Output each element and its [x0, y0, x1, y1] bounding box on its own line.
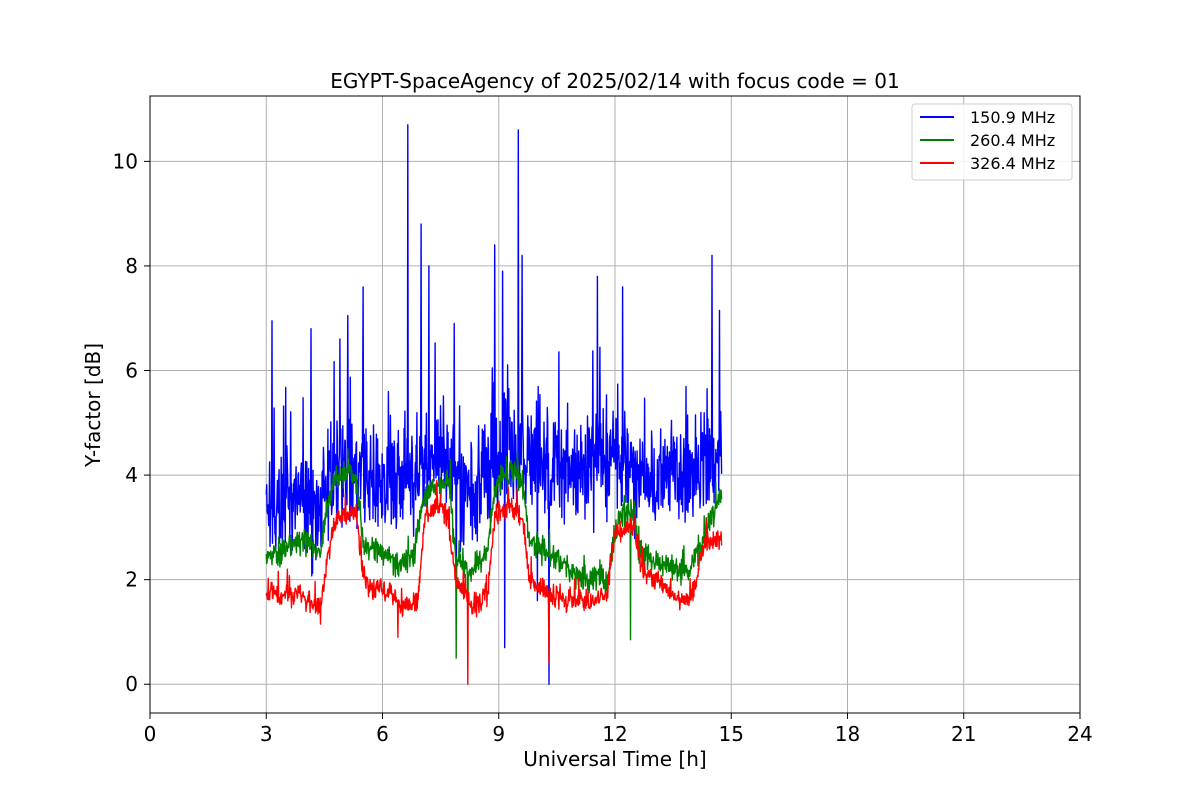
y-tick-label: 0: [125, 672, 138, 696]
y-tick-label: 8: [125, 254, 138, 278]
y-tick-label: 4: [125, 463, 138, 487]
x-tick-label: 12: [602, 722, 627, 746]
series-line-260-4-mhz: [265, 448, 723, 659]
legend-label-326: 326.4 MHz: [970, 154, 1055, 173]
x-tick-label: 15: [719, 722, 744, 746]
x-tick-label: 21: [951, 722, 976, 746]
y-tick-label: 2: [125, 568, 138, 592]
legend-label-150: 150.9 MHz: [970, 108, 1055, 127]
x-tick-label: 24: [1067, 722, 1092, 746]
y-axis-label: Y-factor [dB]: [81, 343, 105, 468]
legend-box: [911, 103, 1073, 181]
x-tick-label: 0: [144, 722, 157, 746]
x-axis-label: Universal Time [h]: [523, 747, 706, 771]
x-tick-label: 18: [835, 722, 860, 746]
y-tick-label: 6: [125, 359, 138, 383]
series-line-150-9-mhz: [265, 124, 723, 685]
series-line-326-4-mhz: [265, 479, 723, 685]
y-tick-label: 10: [113, 149, 138, 173]
x-tick-label: 3: [260, 722, 273, 746]
grid-layer: [149, 96, 1081, 713]
series-layer: [265, 124, 723, 685]
legend-label-260: 260.4 MHz: [970, 131, 1055, 150]
x-tick-label: 9: [492, 722, 505, 746]
x-tick-label: 6: [376, 722, 389, 746]
chart-title: EGYPT-SpaceAgency of 2025/02/14 with foc…: [330, 69, 899, 93]
legend: 150.9 MHz 260.4 MHz 326.4 MHz: [911, 103, 1073, 181]
